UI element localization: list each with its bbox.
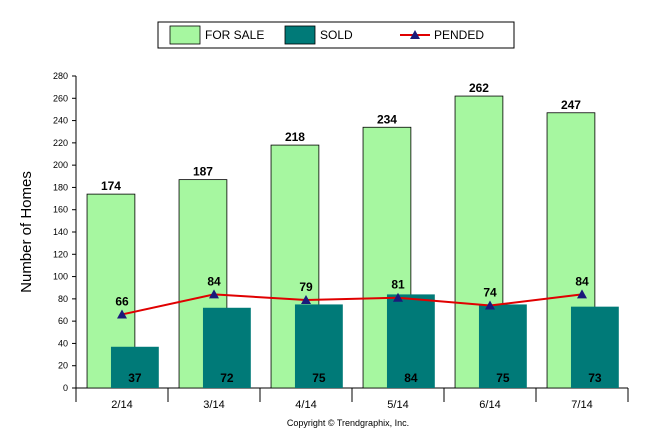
x-tick-label: 2/14: [111, 399, 132, 411]
data-label-pended: 79: [299, 280, 313, 294]
data-label-sold: 73: [588, 371, 602, 385]
y-tick-label: 280: [53, 71, 68, 81]
data-label-for-sale: 234: [377, 112, 397, 126]
data-label-for-sale: 174: [101, 179, 121, 193]
bar-sold: [202, 307, 251, 388]
legend-marker-pended: [410, 30, 420, 39]
data-label-sold: 37: [128, 371, 142, 385]
legend-box: [157, 21, 515, 49]
bar-sold: [386, 294, 435, 388]
pended-marker: [301, 294, 311, 304]
y-tick-label: 240: [53, 116, 68, 126]
bar-sold: [570, 306, 619, 388]
y-tick-label: 180: [53, 182, 68, 192]
copyright-text: Copyright © Trendgraphix, Inc.: [287, 418, 409, 428]
bar-sold: [478, 304, 527, 388]
pended-marker: [485, 300, 495, 310]
y-tick-label: 260: [53, 93, 68, 103]
y-tick-label: 60: [58, 316, 68, 326]
data-label-sold: 75: [312, 371, 326, 385]
legend-swatch-for-sale: [169, 25, 201, 45]
legend-label-sold: SOLD: [320, 28, 353, 42]
pended-marker: [117, 309, 127, 319]
data-label-pended: 74: [483, 286, 497, 300]
data-label-for-sale: 247: [561, 98, 581, 112]
y-tick-label: 140: [53, 227, 68, 237]
y-tick-label: 0: [63, 383, 68, 393]
legend: FOR SALE SOLD PENDED: [157, 21, 515, 49]
y-axis-label: Number of Homes: [18, 171, 35, 293]
bar-sold: [294, 304, 343, 388]
data-label-pended: 81: [391, 278, 405, 292]
y-tick-label: 220: [53, 138, 68, 148]
data-label-pended: 84: [207, 274, 221, 288]
y-tick-label: 20: [58, 361, 68, 371]
legend-label-pended: PENDED: [434, 28, 484, 42]
data-label-for-sale: 187: [193, 165, 213, 179]
pended-marker: [209, 289, 219, 299]
data-label-pended: 84: [575, 274, 589, 288]
legend-label-for-sale: FOR SALE: [205, 28, 264, 42]
x-tick-label: 4/14: [295, 399, 316, 411]
plot-area: 0 20 40 60 80 100 120 140 160 180 200 220 240 260 280 2…: [53, 71, 629, 411]
data-label-for-sale: 262: [469, 81, 489, 95]
data-label-sold: 75: [496, 371, 510, 385]
data-label-for-sale: 218: [285, 130, 305, 144]
data-label-sold: 84: [404, 371, 418, 385]
legend-swatch-sold: [284, 25, 316, 45]
data-label-sold: 72: [220, 371, 234, 385]
pended-line: [121, 293, 583, 316]
y-tick-label: 100: [53, 272, 68, 282]
y-tick-label: 160: [53, 205, 68, 215]
x-tick-label: 3/14: [203, 399, 224, 411]
pended-marker: [577, 289, 587, 299]
y-tick-label: 120: [53, 249, 68, 259]
x-tick-label: 7/14: [571, 399, 592, 411]
x-tick-label: 5/14: [387, 399, 408, 411]
x-tick-label: 6/14: [479, 399, 500, 411]
y-tick-label: 80: [58, 294, 68, 304]
bar-sold: [110, 346, 159, 388]
y-tick-label: 40: [58, 338, 68, 348]
data-label-pended: 66: [115, 294, 129, 308]
pended-marker: [393, 292, 403, 302]
y-tick-label: 200: [53, 160, 68, 170]
